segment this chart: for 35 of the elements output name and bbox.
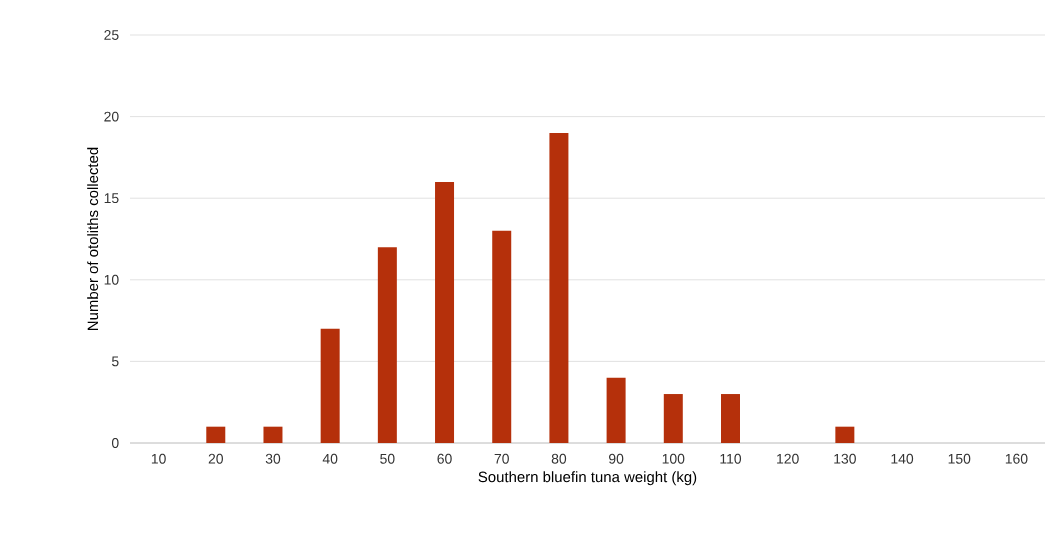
y-tick-label: 0 (111, 438, 119, 448)
bar (435, 181, 455, 443)
bar (206, 426, 226, 443)
x-tick-label: 140 (891, 453, 914, 464)
y-tick-label: 25 (104, 30, 119, 40)
bar (492, 230, 512, 443)
y-tick-label: 10 (104, 274, 119, 285)
x-tick-label: 50 (380, 453, 395, 464)
bar (606, 377, 626, 443)
y-tick-label: 20 (104, 111, 119, 122)
x-tick-label: 120 (777, 453, 799, 464)
y-axis-title: Number of otoliths collected (87, 147, 99, 330)
bar (320, 328, 340, 443)
x-tick-label: 160 (1005, 453, 1028, 464)
x-tick-label: 130 (834, 453, 856, 464)
x-tick-label: 100 (662, 453, 685, 464)
x-tick-label: 110 (720, 453, 742, 464)
x-tick-label: 30 (265, 453, 281, 464)
x-tick-label: 40 (322, 453, 338, 464)
bar (377, 247, 397, 443)
x-tick-label: 60 (437, 453, 452, 464)
bar (835, 426, 855, 443)
x-tick-label: 150 (948, 453, 971, 464)
y-tick-label: 15 (104, 193, 119, 204)
bar (263, 426, 283, 443)
x-tick-label: 90 (609, 453, 624, 464)
bar (720, 394, 740, 443)
x-axis-title: Southern bluefin tuna weight (kg) (478, 471, 697, 486)
y-tick-label: 5 (111, 356, 119, 367)
x-tick-label: 80 (551, 453, 567, 464)
bar (663, 394, 683, 443)
x-tick-label: 20 (208, 453, 223, 464)
x-tick-label: 10 (151, 453, 166, 464)
bar (549, 132, 569, 443)
x-tick-label: 70 (494, 453, 509, 464)
